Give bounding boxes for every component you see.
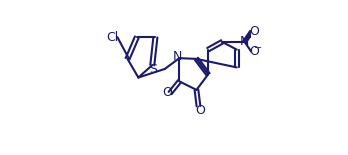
Text: O: O <box>250 45 260 58</box>
Text: O: O <box>195 104 205 117</box>
Text: N: N <box>172 50 182 63</box>
Text: O: O <box>162 86 172 100</box>
Text: +: + <box>245 33 251 42</box>
Text: −: − <box>254 43 262 53</box>
Text: S: S <box>149 63 157 76</box>
Text: N: N <box>240 35 249 48</box>
Text: Cl: Cl <box>106 31 118 44</box>
Text: O: O <box>249 25 259 38</box>
